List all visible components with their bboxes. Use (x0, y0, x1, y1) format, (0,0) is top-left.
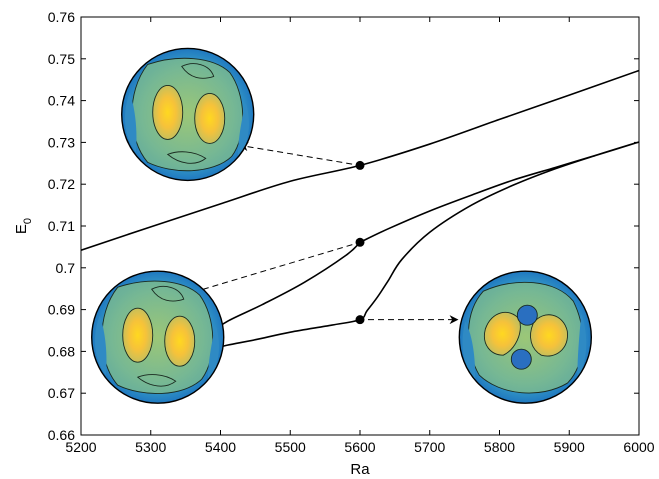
annotations-layer (184, 142, 459, 325)
y-tick-label: 0.66 (48, 427, 75, 443)
x-tick-label: 5800 (484, 439, 515, 455)
ticks: 5200 5300 5400 5500 5600 5700 5800 5900 6000 0.66… (48, 9, 655, 455)
inset-right (458, 270, 593, 404)
data-point-marker-2 (355, 237, 365, 247)
y-tick-label: 0.7 (56, 260, 76, 276)
inset-top-rim (121, 47, 255, 182)
x-tick-label: 5300 (135, 439, 166, 455)
data-point-marker-3 (355, 315, 365, 325)
y-axis-label-main: E (13, 224, 30, 234)
x-tick-label: 5900 (554, 439, 585, 455)
x-tick-label: 5700 (414, 439, 445, 455)
inset-left (91, 270, 225, 404)
inset-top (121, 47, 255, 182)
y-axis-label-subscript: 0 (22, 218, 34, 224)
x-tick-label: 5200 (65, 439, 96, 455)
inset-left-rim (91, 270, 225, 404)
y-tick-label: 0.76 (48, 9, 75, 25)
y-tick-label: 0.71 (48, 218, 75, 234)
y-axis-label: E0 (13, 218, 34, 234)
x-tick-label: 5600 (344, 439, 375, 455)
arrow-to-inset-left (184, 244, 353, 297)
y-tick-label: 0.73 (48, 134, 75, 150)
y-tick-label: 0.74 (48, 93, 75, 109)
x-tick-label: 5500 (275, 439, 306, 455)
arrow-to-inset-top (239, 142, 353, 165)
insets-layer (91, 47, 593, 404)
data-point-marker-1 (355, 160, 365, 170)
y-tick-label: 0.75 (48, 51, 75, 67)
markers-layer (355, 160, 365, 325)
x-axis-label: Ra (350, 461, 370, 478)
y-tick-label: 0.69 (48, 302, 75, 318)
y-tick-label: 0.68 (48, 343, 75, 359)
y-tick-label: 0.72 (48, 176, 75, 192)
x-tick-label: 5400 (205, 439, 236, 455)
y-tick-label: 0.67 (48, 385, 75, 401)
inset-right-rim (458, 270, 593, 404)
x-tick-label: 6000 (623, 439, 654, 455)
